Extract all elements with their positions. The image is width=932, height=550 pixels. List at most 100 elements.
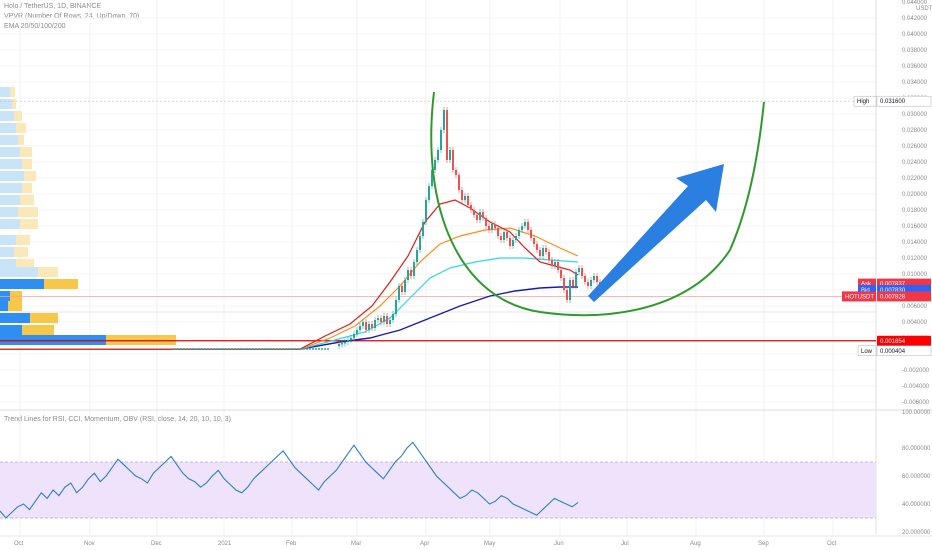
rsi-band (0, 462, 876, 518)
tag-value: 0.001654 (880, 339, 906, 345)
candle-body (548, 252, 550, 260)
candle-body (288, 348, 290, 350)
candle-body (539, 250, 541, 256)
rsi-tick: 40.000000 (902, 502, 931, 508)
candle-body (222, 348, 224, 350)
vpvr-up-bar (0, 135, 18, 145)
candle-body (392, 314, 394, 320)
candle-body (593, 276, 595, 280)
candle-body (177, 348, 179, 350)
price-tick: 0.028000 (902, 128, 928, 134)
tag-value: 0.007837 (880, 282, 906, 288)
candle-body (264, 348, 266, 350)
candle-body (572, 280, 574, 286)
price-tick: 0.016000 (902, 224, 928, 230)
candle-body (341, 343, 343, 345)
currency-label: USDT (916, 6, 932, 12)
candle-body (291, 348, 293, 350)
vpvr-down-bar (18, 207, 38, 217)
candle-body (368, 324, 370, 330)
candle-body (249, 348, 251, 350)
tag-label: Ask (861, 282, 872, 288)
rsi-tick: 60.000000 (902, 474, 931, 480)
tag-label-box (857, 345, 877, 357)
candle-body (174, 348, 176, 350)
vpvr-up-bar (0, 147, 20, 157)
price-tick: 0.038000 (902, 48, 928, 54)
vpvr-down-bar (44, 279, 78, 289)
candle-body (542, 248, 544, 256)
candle-body (521, 226, 523, 230)
vpvr-down-bar (106, 335, 176, 345)
candle-body (198, 348, 200, 350)
vpvr-down-bar (30, 313, 58, 323)
time-tick: Jun (554, 541, 564, 547)
price-tick: 0.036000 (902, 64, 928, 70)
candle-body (377, 318, 379, 320)
candle-body (189, 348, 191, 350)
vpvr-down-bar (38, 267, 58, 277)
candle-body (404, 280, 406, 292)
tag-value-box (877, 285, 931, 295)
candle-body (446, 110, 448, 160)
candle-body (470, 205, 472, 210)
candle-body (566, 290, 568, 300)
candle-body (398, 286, 400, 300)
candle-body (533, 238, 535, 244)
candle-body (356, 330, 358, 334)
ema-legend[interactable]: EMA 20/50/100/200 (4, 23, 66, 30)
candle-body (350, 338, 352, 340)
candle-body (183, 348, 185, 350)
candle-body (452, 150, 454, 170)
candle-body (569, 280, 571, 300)
tag-value-box (877, 335, 931, 346)
vpvr-up-bar (0, 247, 14, 257)
price-tick: 0.014000 (902, 240, 928, 246)
candle-body (407, 270, 409, 280)
candle-body (276, 348, 278, 350)
time-tick: Oct (827, 541, 837, 547)
vpvr-down-bar (22, 325, 54, 335)
candle-body (488, 226, 490, 230)
vpvr-legend[interactable]: VPVR (Number Of Rows, 24, Up/Down, 70) (4, 13, 140, 20)
ema50-line (0, 227, 579, 350)
candle-body (231, 348, 233, 350)
candle-body (192, 348, 194, 350)
candle-body (207, 348, 209, 350)
candle-body (479, 212, 481, 220)
indicator-legend[interactable]: Trend Lines for RSI, CCI, Momentum, OBV … (4, 416, 231, 423)
candle-body (545, 248, 547, 252)
candle-body (584, 276, 586, 282)
candle-body (563, 278, 565, 290)
price-tick: -0.002000 (902, 368, 930, 374)
candle-body (482, 212, 484, 218)
candle-body (455, 170, 457, 175)
candle-body (300, 348, 302, 350)
price-tick: 0.040000 (902, 32, 928, 38)
vpvr-up-bar (0, 325, 22, 335)
candle-body (297, 348, 299, 350)
candle-body (327, 348, 329, 350)
tag-label: High (857, 99, 869, 105)
candle-body (518, 230, 520, 236)
tag-label: Low (861, 349, 873, 355)
candle-body (437, 150, 439, 160)
time-tick: Nov (84, 541, 95, 547)
candle-body (306, 348, 308, 350)
candle-body (303, 348, 305, 350)
time-tick: May (484, 541, 495, 547)
candle-body (515, 236, 517, 240)
price-tick: 0.026000 (902, 144, 928, 150)
candle-body (285, 348, 287, 350)
candle-body (371, 324, 373, 328)
vpvr-down-bar (14, 111, 22, 121)
candle-body (410, 270, 412, 276)
candle-body (273, 348, 275, 350)
candle-body (359, 326, 361, 330)
candle-body (458, 175, 460, 190)
tag-label-box (842, 291, 876, 302)
candle-body (347, 340, 349, 342)
candle-body (237, 348, 239, 350)
tag-value: 0.000404 (880, 349, 906, 355)
